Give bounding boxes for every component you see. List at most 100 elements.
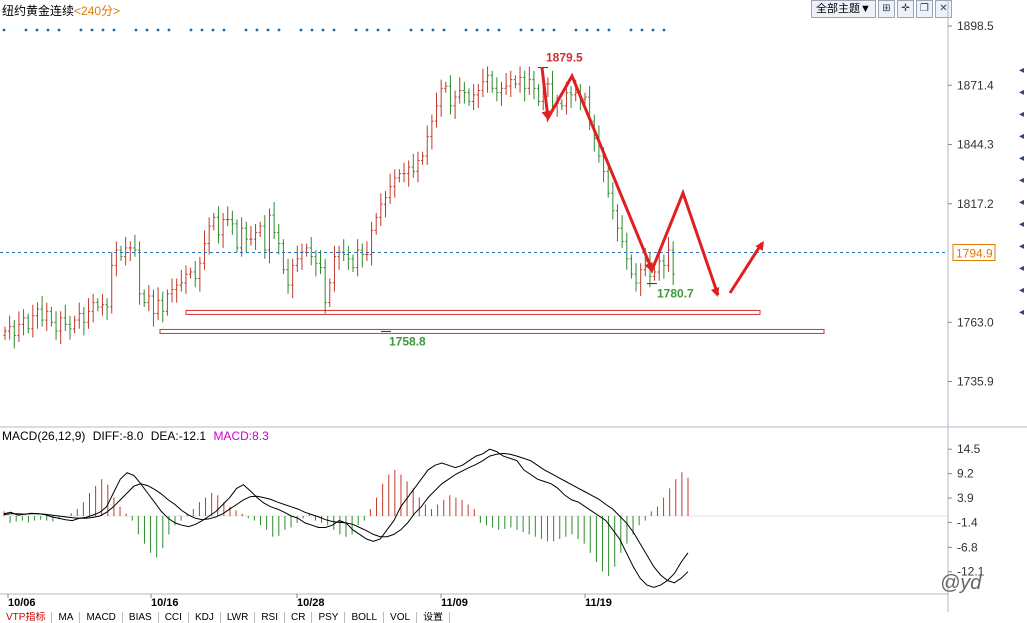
support-low-label: 1758.8 [389,334,426,348]
macd-tick-label: 9.2 [957,467,974,481]
macd-value: MACD:8.3 [213,429,269,443]
grid-icon[interactable]: ⊞ [877,0,895,18]
indicator-tab[interactable]: MACD [80,612,123,623]
indicator-tab[interactable]: 设置 [417,612,451,623]
indicator-tabs: VTP指标 MA MACD BIAS CCI KDJ LWR RSI CR PSY BOLL VOL 设… [0,612,451,623]
marker-dot [277,28,281,32]
indicator-tab[interactable]: MA [52,612,81,623]
marker-dot [662,28,666,32]
marker-dot [90,28,94,32]
marker-dot [486,28,490,32]
marker-dot [57,28,61,32]
price-tick-label: 1735.9 [957,374,994,388]
price-tick-label: 1898.5 [957,19,994,33]
marker-dot [431,28,435,32]
price-tick-label: 1871.4 [957,78,994,92]
chart-title: 纽约黄金连续<240分> [2,2,120,19]
timeframe-label[interactable]: <240分> [74,4,121,18]
marker-dot [266,28,270,32]
marker-dot [552,28,556,32]
marker-dot [332,28,336,32]
marker-dot [35,28,39,32]
restore-icon[interactable]: ❐ [915,0,933,18]
time-tick-label: 11/19 [585,597,612,609]
arrow-head [541,110,551,120]
macd-tick-label: -1.4 [957,515,978,529]
marker-dot [585,28,589,32]
marker-dot [629,28,633,32]
macd-tick-label: -6.8 [957,540,978,554]
marker-dot [211,28,215,32]
current-price-box [952,244,996,262]
marker-dot [596,28,600,32]
indicator-tab[interactable]: BOLL [345,612,385,623]
marker-dot [24,28,28,32]
time-tick-label: 10/28 [297,597,325,609]
marker-dot [244,28,248,32]
marker-dot [189,28,193,32]
marker-dot [79,28,83,32]
price-tick-label: 1763.0 [957,315,994,329]
dea-line [3,452,689,584]
indicator-tab[interactable]: LWR [221,612,256,623]
price-tick-label: 1817.2 [957,197,994,211]
marker-dot [530,28,534,32]
macd-tick-label: 3.9 [957,491,974,505]
marker-dot [112,28,116,32]
arrow-head [710,287,720,297]
macd-header: MACD(26,12,9) DIFF:-8.0 DEA:-12.1 MACD:8… [2,429,273,443]
marker-dot [299,28,303,32]
time-tick-label: 10/06 [8,597,36,609]
indicator-tab[interactable]: KDJ [189,612,221,623]
macd-name: MACD(26,12,9) [2,429,86,443]
time-tick-label: 10/16 [151,597,179,609]
marker-dot [354,28,358,32]
indicator-tab[interactable]: VOL [384,612,418,623]
marker-dot [541,28,545,32]
indicator-tab[interactable]: CCI [159,612,189,623]
projection-path [540,67,720,296]
marker-dot [156,28,160,32]
projection-rebound [728,242,764,294]
marker-dot [387,28,391,32]
marker-dot [167,28,171,32]
marker-dot [640,28,644,32]
price-tick-label: 1844.3 [957,138,994,152]
chart-toolbar: 全部主题▼ ⊞ ✛ ❐ ✕ [811,0,952,18]
theme-dropdown-button[interactable]: 全部主题▼ [811,0,876,18]
support-band-upper [185,309,761,315]
marker-dot [255,28,259,32]
indicator-tab[interactable]: CR [285,612,313,623]
marker-dot [574,28,578,32]
low-label: 1780.7 [657,287,694,301]
instrument-name: 纽约黄金连续 [2,4,75,18]
marker-dot [464,28,468,32]
crosshair-icon[interactable]: ✛ [896,0,914,18]
watermark: @yd [940,572,982,594]
arrow-head [755,241,764,251]
marker-dot [2,28,6,32]
marker-dot [101,28,105,32]
macd-tick-label: -12.1 [957,565,985,579]
current-price-label: 1794.9 [956,247,993,261]
macd-diff-value: DIFF:-8.0 [92,429,144,443]
high-label: 1879.5 [546,51,583,65]
support-band-lower [159,328,825,334]
time-tick-label: 11/09 [441,597,468,609]
macd-tick-label: 14.5 [957,442,981,456]
marker-dot [497,28,501,32]
marker-dot [442,28,446,32]
marker-dot [420,28,424,32]
indicator-tab[interactable]: BIAS [123,612,159,623]
marker-dot [46,28,50,32]
indicator-tab[interactable]: VTP指标 [0,612,53,623]
marker-dot [200,28,204,32]
marker-dot [365,28,369,32]
marker-dot [519,28,523,32]
macd-dea-value: DEA:-12.1 [150,429,207,443]
indicator-tab[interactable]: RSI [255,612,285,623]
marker-dot [376,28,380,32]
marker-dot [321,28,325,32]
indicator-tab[interactable]: PSY [312,612,346,623]
